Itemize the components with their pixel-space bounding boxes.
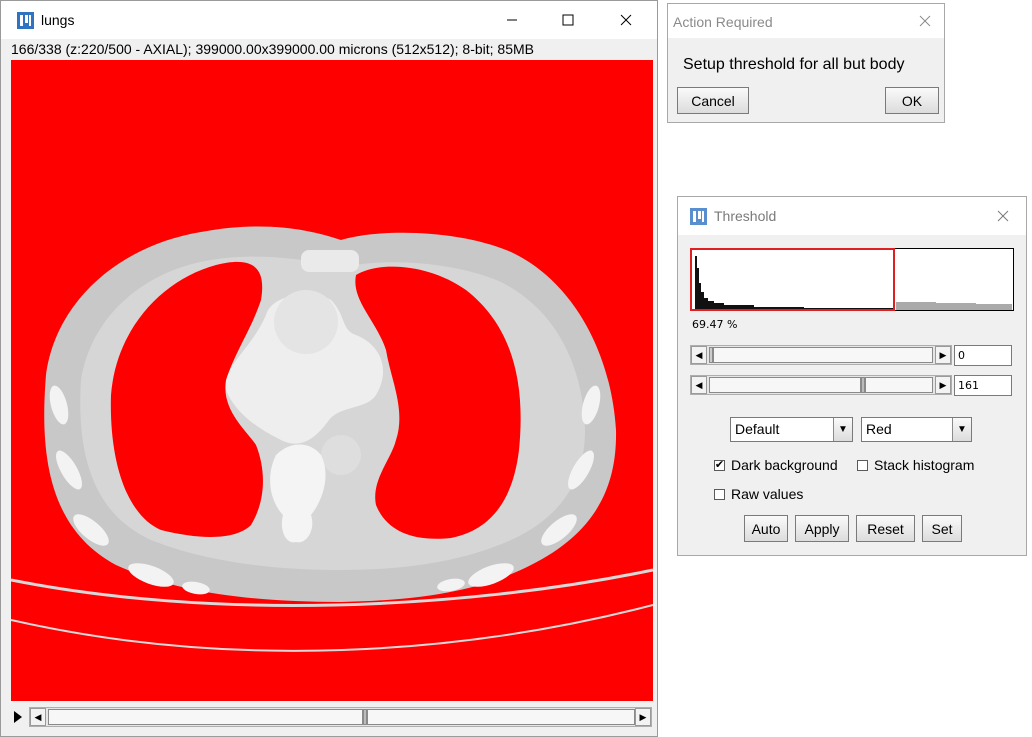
- threshold-titlebar[interactable]: Threshold: [678, 197, 1026, 235]
- aorta: [274, 290, 338, 354]
- sternum: [301, 250, 359, 272]
- action-dialog-title: Action Required: [673, 14, 773, 30]
- threshold-percent: 69.47 %: [692, 318, 738, 331]
- maximize-button[interactable]: [545, 1, 591, 39]
- upper-threshold-slider[interactable]: ◀ ▶: [690, 375, 952, 395]
- image-window: lungs 166/338 (z:220/500 - AXIAL); 39900…: [0, 0, 658, 737]
- threshold-histogram[interactable]: [690, 248, 1014, 311]
- slice-scrollbar-track-left: [48, 709, 363, 725]
- raw-values-checkbox[interactable]: Raw values: [714, 486, 803, 502]
- imagej-icon: [17, 12, 34, 29]
- display-mode-value: Red: [866, 421, 892, 437]
- minimize-icon: [507, 19, 517, 21]
- stack-histogram-checkbox[interactable]: Stack histogram: [857, 457, 974, 473]
- threshold-close-button[interactable]: [982, 197, 1024, 235]
- ribs: [49, 385, 601, 595]
- lower-left-arrow-icon[interactable]: ◀: [691, 346, 707, 364]
- right-lung: [110, 261, 263, 537]
- mediastinum: [225, 294, 384, 444]
- chevron-down-icon: ▼: [952, 418, 971, 441]
- close-icon: [919, 15, 931, 27]
- chevron-down-icon: ▼: [833, 418, 852, 441]
- minimize-button[interactable]: [489, 1, 535, 39]
- action-required-dialog: Action Required Setup threshold for all …: [667, 3, 945, 123]
- upper-slider-track-left: [709, 377, 861, 393]
- dark-background-check-icon: ✔: [714, 459, 725, 471]
- action-dialog-titlebar[interactable]: Action Required: [668, 4, 944, 38]
- lower-right-arrow-icon[interactable]: ▶: [935, 346, 951, 364]
- scroll-right-icon[interactable]: ▶: [635, 708, 651, 726]
- histogram-bars-high: [896, 302, 1012, 310]
- upper-right-arrow-icon[interactable]: ▶: [935, 376, 951, 394]
- left-lung: [355, 266, 521, 539]
- upper-slider-track-right: [865, 377, 933, 393]
- auto-button[interactable]: Auto: [744, 515, 788, 542]
- reset-button[interactable]: Reset: [856, 515, 915, 542]
- method-select[interactable]: Default ▼: [730, 417, 853, 442]
- dark-background-label: Dark background: [731, 457, 838, 473]
- close-icon: [620, 14, 632, 26]
- lower-threshold-field[interactable]: 0: [954, 345, 1012, 366]
- apply-button[interactable]: Apply: [795, 515, 849, 542]
- upper-left-arrow-icon[interactable]: ◀: [691, 376, 707, 394]
- stack-histogram-label: Stack histogram: [874, 457, 975, 473]
- descending-aorta: [321, 435, 361, 475]
- maximize-icon: [562, 14, 574, 26]
- play-button[interactable]: [13, 710, 23, 724]
- upper-threshold-field[interactable]: 161: [954, 375, 1012, 396]
- close-button[interactable]: [603, 1, 649, 39]
- threshold-title: Threshold: [714, 208, 777, 224]
- vertebra: [270, 444, 326, 543]
- lower-threshold-slider[interactable]: ◀ ▶: [690, 345, 952, 365]
- slice-scrollbar-thumb[interactable]: [363, 709, 367, 725]
- raw-values-label: Raw values: [731, 486, 804, 502]
- dark-background-checkbox[interactable]: ✔ Dark background: [714, 457, 838, 473]
- scroll-left-icon[interactable]: ◀: [30, 708, 46, 726]
- stack-histogram-box-icon: [857, 459, 868, 471]
- ct-image-canvas[interactable]: [11, 60, 653, 701]
- set-button[interactable]: Set: [922, 515, 962, 542]
- threshold-window: Threshold 69.47 % ◀ ▶: [677, 196, 1027, 556]
- upper-slider-thumb[interactable]: [861, 377, 865, 393]
- ok-button[interactable]: OK: [885, 87, 939, 114]
- threshold-range-box: [690, 248, 895, 311]
- play-icon: [14, 711, 22, 723]
- image-window-titlebar[interactable]: lungs: [1, 1, 657, 39]
- lower-slider-track: [713, 347, 933, 363]
- lower-slider-thumb[interactable]: [709, 347, 713, 363]
- action-dialog-close-button[interactable]: [908, 4, 942, 38]
- cancel-button[interactable]: Cancel: [677, 87, 749, 114]
- slice-scrollbar-track-right: [367, 709, 635, 725]
- action-dialog-message: Setup threshold for all but body: [683, 56, 905, 73]
- image-info-line: 166/338 (z:220/500 - AXIAL); 399000.00x3…: [11, 41, 535, 57]
- imagej-icon: [690, 208, 707, 225]
- image-window-title: lungs: [41, 12, 75, 28]
- raw-values-box-icon: [714, 488, 725, 500]
- method-select-value: Default: [735, 421, 780, 437]
- display-mode-select[interactable]: Red ▼: [861, 417, 972, 442]
- close-icon: [997, 210, 1009, 222]
- scanner-table: [11, 568, 653, 607]
- slice-scrollbar[interactable]: ◀ ▶: [29, 707, 652, 727]
